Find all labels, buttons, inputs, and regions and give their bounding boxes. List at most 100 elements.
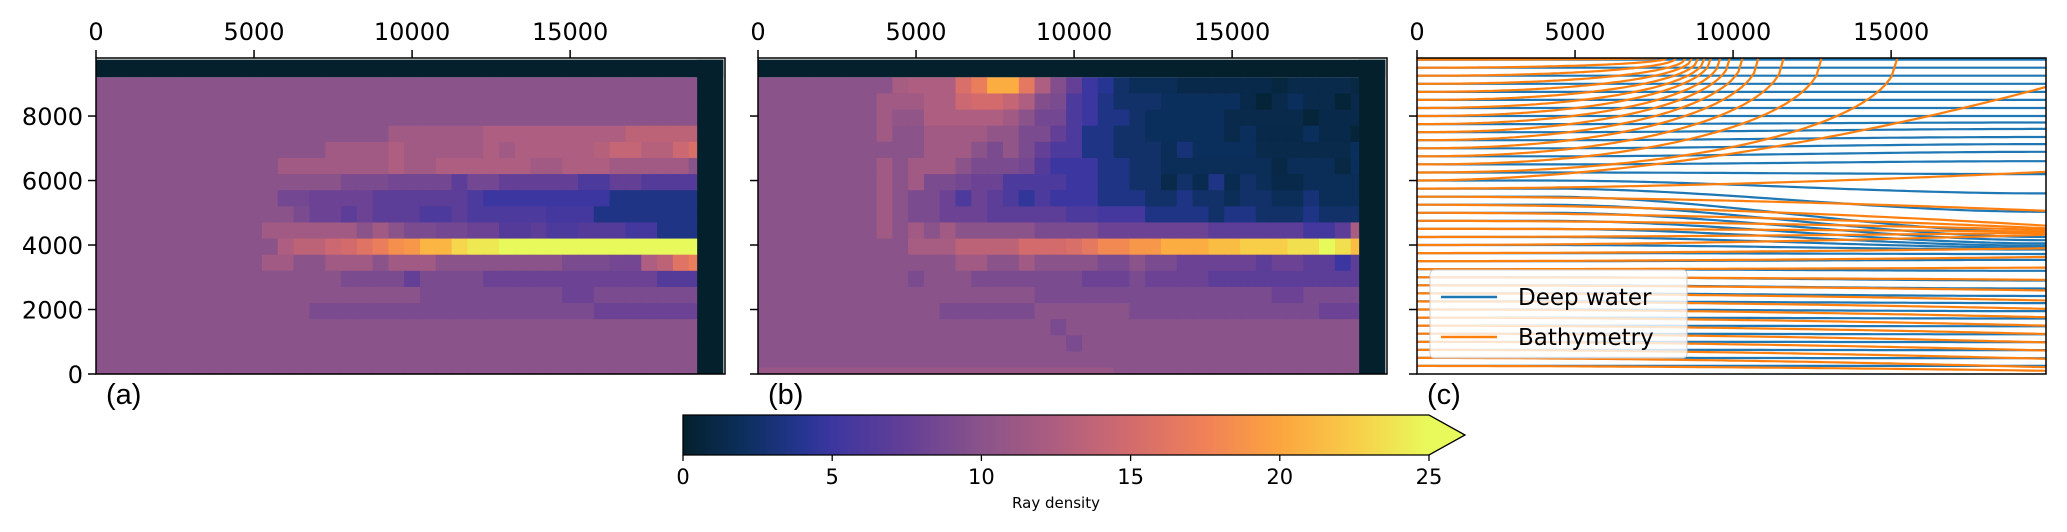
heatmap-cell [781,109,799,127]
heatmap-cell [483,93,500,111]
heatmap-cell [499,254,516,272]
heatmap-cell [277,270,295,288]
heatmap-cell [971,206,988,224]
heatmap-cell [672,238,690,256]
heatmap-cell [1050,222,1067,240]
heatmap-cell [182,190,200,207]
heatmap-cell [844,254,862,272]
heatmap-cell [246,206,263,224]
heatmap-cell [1271,93,1289,111]
heatmap-cell [844,303,862,320]
heatmap-cell [609,270,627,288]
heatmap-cell [1303,206,1320,224]
heatmap-cell [435,157,453,175]
heatmap-cell [1113,254,1130,272]
heatmap-cell [182,125,200,143]
heatmap-cell [672,351,690,369]
heatmap-cell [546,93,563,111]
heatmap-cell [829,125,846,143]
heatmap-cell [860,174,878,191]
heatmap-cell [198,141,216,159]
heatmap-cell [546,319,563,336]
ray-bathymetry [1417,227,2046,233]
ray-bathymetry [1417,58,1785,158]
heatmap-cell [1303,367,1320,375]
heatmap-cell [593,319,611,336]
heatmap-cell [908,270,925,288]
heatmap-cell [1192,351,1210,369]
heatmap-cell [1319,286,1336,304]
heatmap-cell [372,125,389,143]
heatmap-cell [325,351,342,369]
heatmap-cell [230,254,247,272]
heatmap-cell [844,319,862,336]
heatmap-cell [388,319,405,336]
heatmap-cell [1192,303,1210,320]
heatmap-cell [325,190,342,207]
heatmap-cell [1319,222,1336,240]
heatmap-cell [625,141,642,159]
heatmap-cell [1208,206,1225,224]
heatmap-cell [1097,222,1115,240]
heatmap-cell [119,351,137,369]
heatmap-cell [261,222,279,240]
heatmap-cell [1271,319,1289,336]
heatmap-cell [1350,206,1360,224]
heatmap-cell [96,109,105,127]
heatmap-cell [625,125,642,143]
heatmap-cell [908,141,925,159]
heatmap-cell [1066,286,1083,304]
heatmap-cell [1145,238,1162,256]
heatmap-cell [797,174,814,191]
heatmap-cell [499,141,516,159]
heatmap-cell [892,174,909,191]
heatmap-cell [1097,174,1115,191]
heatmap-cell [96,190,105,207]
heatmap-cell [356,141,374,159]
heatmap-cell [641,157,658,175]
heatmap-cell [813,335,830,353]
heatmap-cell [971,190,988,207]
heatmap-cell [955,286,972,304]
heatmap-cell [246,93,263,111]
heatmap-cell [435,141,453,159]
heatmap-cell [1050,270,1067,288]
heatmap-cell [1271,286,1289,304]
heatmap-cell [1176,254,1194,272]
heatmap-cell [1334,109,1352,127]
heatmap-cell [939,254,957,272]
heatmap-cell [1350,335,1360,353]
heatmap-cell [546,254,563,272]
heatmap-cell [860,286,878,304]
heatmap-cell [1161,190,1178,207]
heatmap-cell [1176,222,1194,240]
heatmap-cell [435,109,453,127]
x-tick-label: 15000 [532,18,608,46]
heatmap-cell [1224,174,1241,191]
heatmap-cell [277,238,295,256]
heatmap-cell [467,157,484,175]
heatmap-cell [1097,270,1115,288]
heatmap-cell [657,93,674,111]
ray-bathymetry [1417,195,2046,212]
heatmap-cell [198,351,216,369]
heatmap-cell [246,254,263,272]
heatmap-cell [96,93,105,111]
heatmap-cell [483,77,500,95]
heatmap-cell [1018,206,1036,224]
heatmap-cell [1113,351,1130,369]
heatmap-cell [388,206,405,224]
ray-deep-water [1417,127,2046,134]
heatmap-cell [546,141,563,159]
heatmap-cell [198,254,216,272]
heatmap-cell [356,222,374,240]
heatmap-cell [955,109,972,127]
heatmap-cell [96,174,105,191]
ray-deep-water [1417,135,2046,142]
heatmap-cell [860,125,878,143]
heatmap-cell [1081,141,1099,159]
heatmap-cell [340,141,358,159]
panel-label-b: (b) [768,379,803,411]
heatmap-cell [230,238,247,256]
heatmap-cell [214,351,231,369]
